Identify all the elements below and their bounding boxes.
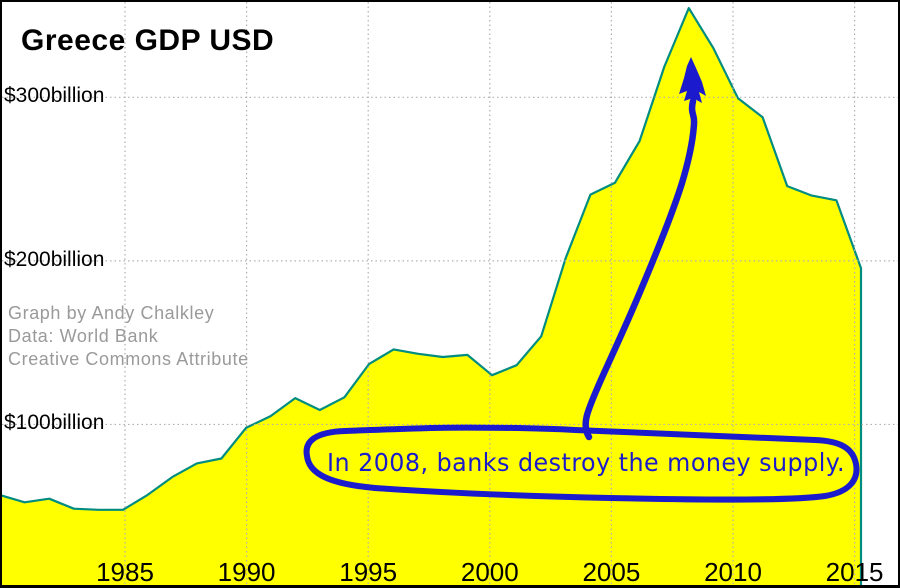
x-axis-label-2000: 2000: [461, 557, 519, 587]
y-axis-label-200: $200billion: [4, 247, 105, 271]
y-axis-label-300: $300billion: [4, 84, 105, 108]
gdp-area-polygon: [0, 7, 863, 588]
credits-line-license: Creative Commons Attribute: [8, 349, 249, 369]
credits-line-author: Graph by Andy Chalkley: [8, 303, 215, 323]
annotation-oval: [303, 424, 860, 503]
x-axis-label-2015: 2015: [826, 557, 884, 587]
x-axis-label-2005: 2005: [582, 557, 640, 587]
x-axis-label-1995: 1995: [339, 557, 397, 587]
annotation-text: In 2008, banks destroy the money supply.: [327, 448, 845, 477]
x-axis-labels: 1985 1990 1995 2000 2005 2010 2015: [96, 557, 883, 587]
annotation-arrow-head-icon: [679, 57, 706, 103]
annotation-arrow-shaft: [582, 97, 698, 441]
x-axis-label-1990: 1990: [218, 557, 276, 587]
x-axis-label-2010: 2010: [704, 557, 762, 587]
x-axis-label-1985: 1985: [96, 557, 154, 587]
credits-line-source: Data: World Bank: [8, 326, 159, 346]
y-axis-label-100: $100billion: [4, 411, 105, 435]
chart-title: Greece GDP USD: [21, 24, 275, 57]
credits-block: Graph by Andy Chalkley Data: World Bank …: [8, 302, 249, 371]
annotation-layer: In 2008, banks destroy the money supply.: [303, 57, 860, 503]
gdp-area-series: [0, 7, 863, 588]
